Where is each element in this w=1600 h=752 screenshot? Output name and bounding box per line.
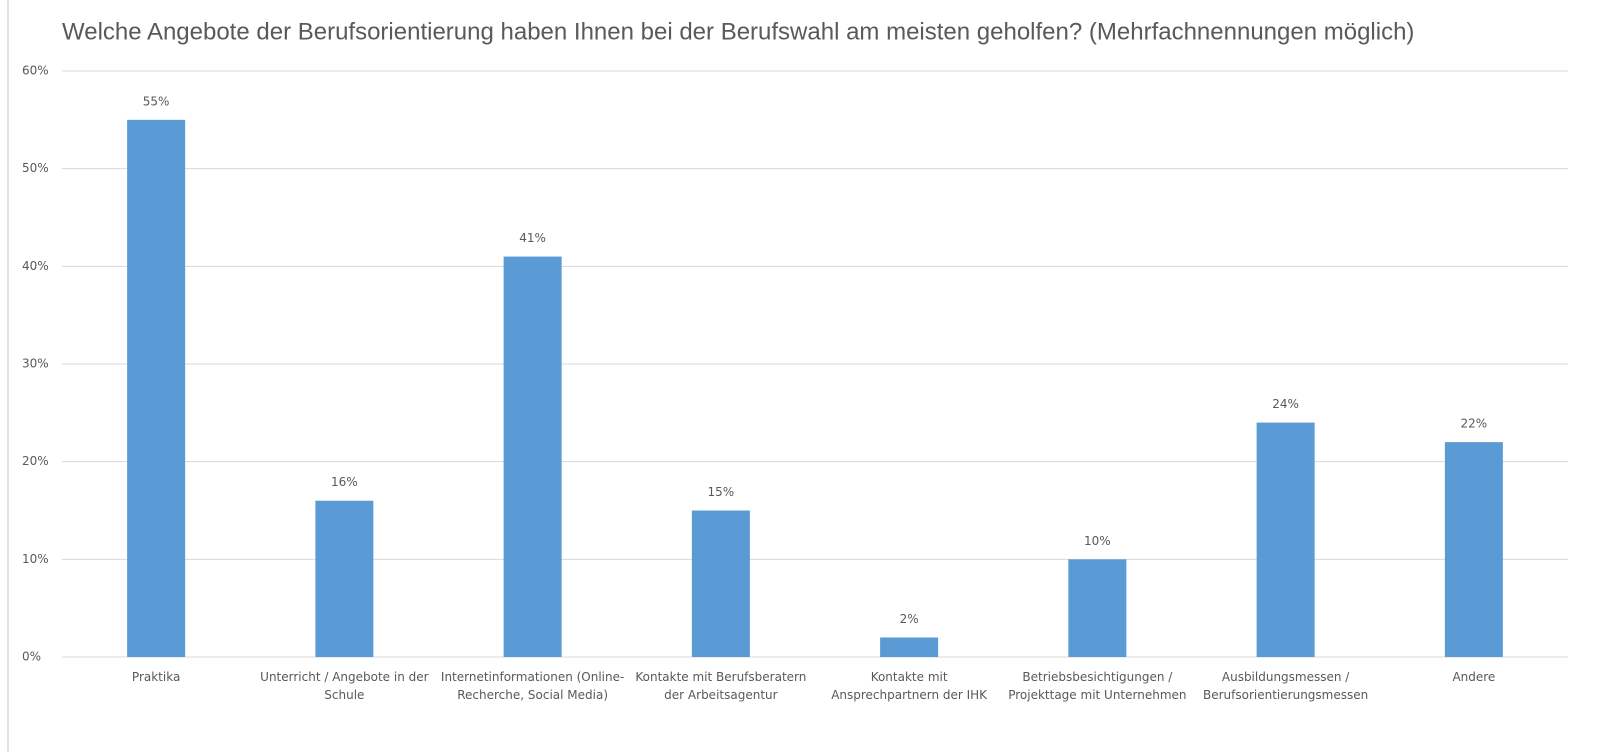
x-tick-label: Kontakte mit Berufsberatern der Arbeitsa…: [635, 670, 807, 702]
bar: [127, 119, 186, 658]
x-tick-label-box: Betriebsbesichtigungen / Projekttage mit…: [1008, 670, 1187, 702]
data-label: 41%: [519, 231, 546, 245]
x-tick-label: Kontakte mit Ansprechpartnern der IHK: [831, 670, 988, 702]
bar: [1256, 422, 1315, 657]
x-tick-label-box: Internetinformationen (Online-Recherche,…: [440, 670, 625, 702]
bar: [315, 500, 374, 657]
data-label: 55%: [143, 94, 170, 108]
x-tick-label-box: Kontakte mit Berufsberatern der Arbeitsa…: [635, 670, 807, 702]
y-tick-label: 60%: [22, 64, 49, 78]
x-tick-label-box: Kontakte mit Ansprechpartnern der IHK: [831, 670, 988, 702]
x-tick-label-box: Praktika: [131, 670, 181, 684]
bar: [691, 510, 750, 657]
data-label: 15%: [708, 485, 735, 499]
bar: [880, 637, 939, 657]
x-tick-label: Praktika: [131, 670, 181, 684]
y-tick-label: 10%: [22, 552, 49, 566]
data-label: 24%: [1272, 397, 1299, 411]
bar: [503, 256, 562, 657]
x-tick-label: Internetinformationen (Online-Recherche,…: [440, 670, 625, 702]
data-label: 10%: [1084, 534, 1111, 548]
data-label: 16%: [331, 475, 358, 489]
y-tick-label: 50%: [22, 161, 49, 175]
y-tick-label: 30%: [22, 357, 49, 371]
x-tick-label-box: Unterricht / Angebote in der Schule: [260, 670, 429, 702]
y-tick-label: 20%: [22, 454, 49, 468]
x-tick-label: Ausbildungsmessen / Berufsorientierungsm…: [1203, 670, 1369, 702]
x-tick-label: Andere: [1452, 670, 1496, 684]
data-label: 2%: [900, 612, 919, 626]
y-tick-label: 0%: [22, 650, 41, 664]
x-tick-label: Betriebsbesichtigungen / Projekttage mit…: [1008, 670, 1187, 702]
bar: [1444, 442, 1503, 657]
x-tick-label-box: Ausbildungsmessen / Berufsorientierungsm…: [1203, 670, 1369, 702]
x-tick-label: Unterricht / Angebote in der Schule: [260, 670, 429, 702]
y-tick-label: 40%: [22, 259, 49, 273]
x-tick-label-box: Andere: [1452, 670, 1496, 684]
bar: [1068, 559, 1127, 657]
chart-title: Welche Angebote der Berufsorientierung h…: [62, 18, 1414, 45]
data-label: 22%: [1461, 417, 1488, 431]
